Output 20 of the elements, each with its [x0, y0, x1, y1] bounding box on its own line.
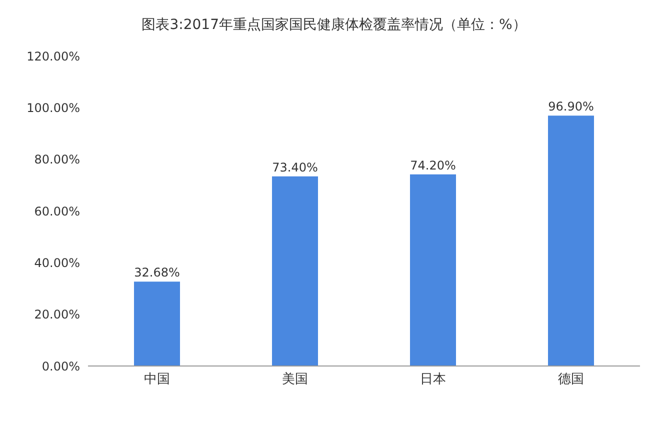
- y-tick-label: 60.00%: [34, 204, 80, 218]
- bar: [272, 176, 318, 366]
- x-tick-label: 美国: [282, 371, 308, 388]
- data-label: 74.20%: [410, 158, 456, 172]
- data-label: 32.68%: [134, 266, 180, 280]
- y-tick-label: 80.00%: [34, 152, 80, 167]
- x-tick-label: 德国: [558, 372, 584, 388]
- bar: [548, 116, 594, 366]
- data-label: 73.40%: [272, 160, 318, 174]
- y-tick-label: 100.00%: [26, 100, 80, 115]
- bar: [134, 282, 180, 366]
- bar: [410, 174, 456, 366]
- x-tick-label: 中国: [144, 372, 170, 388]
- y-tick-label: 40.00%: [34, 256, 80, 270]
- chart-title: 图表3:2017年重点国家国民健康体检覆盖率情况（单位：%）: [140, 16, 528, 35]
- y-tick-label: 0.00%: [42, 359, 80, 374]
- y-tick-label: 20.00%: [34, 308, 80, 322]
- x-tick-label: 日本: [420, 372, 446, 388]
- y-tick-label: 120.00%: [26, 49, 80, 64]
- data-label: 96.90%: [548, 100, 594, 114]
